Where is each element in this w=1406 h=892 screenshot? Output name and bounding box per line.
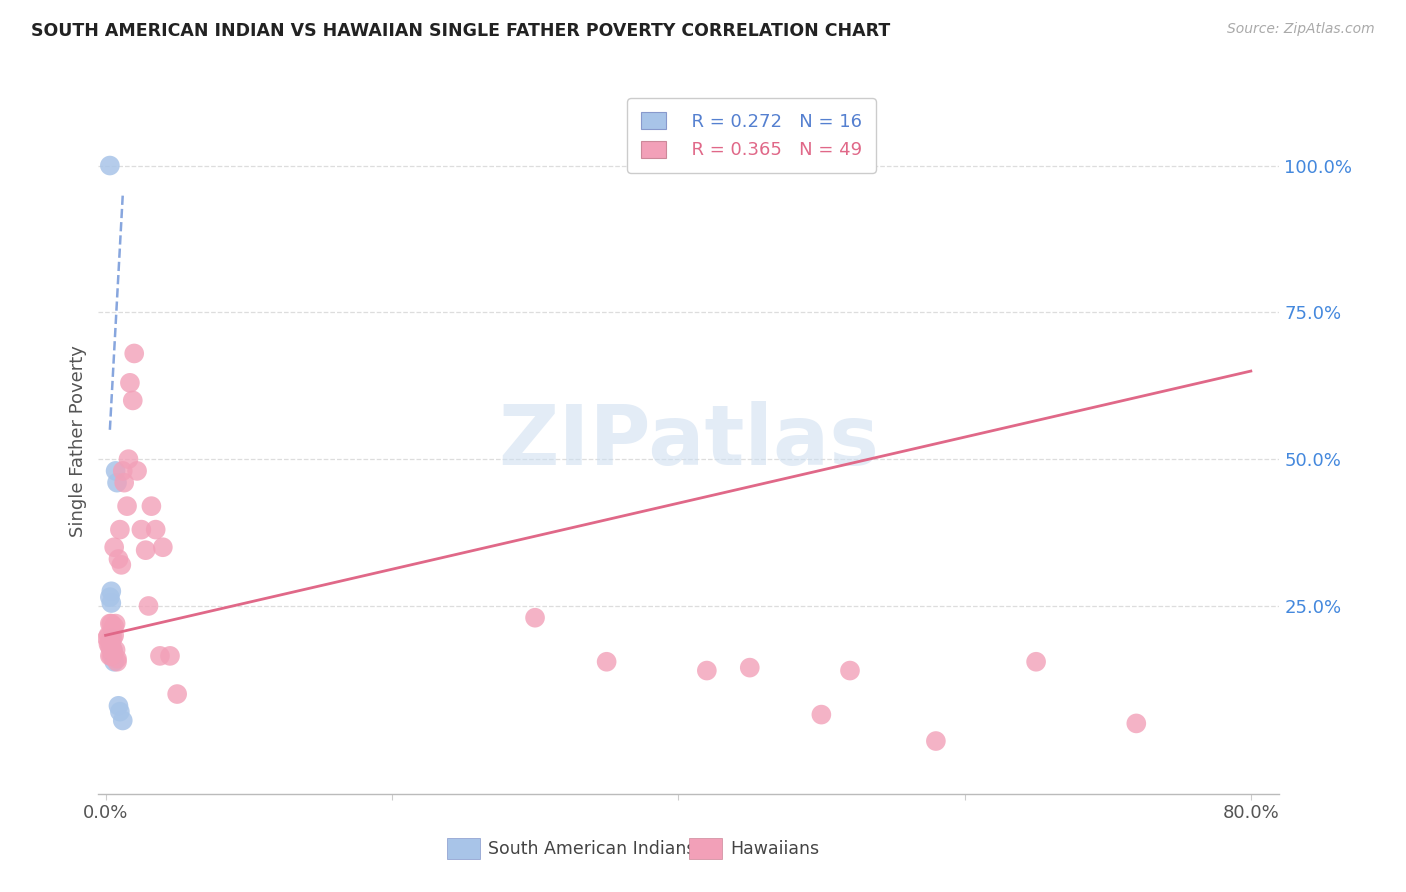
Point [141,499,163,513]
Point [145,523,167,537]
Point [100,616,122,631]
Point [101,643,124,657]
Point [595,655,617,669]
Point [839,664,862,678]
Point [103,655,125,669]
Point [118,376,141,390]
Point [111,714,134,728]
Point [98,648,121,663]
Point [159,648,181,663]
Point [105,475,128,490]
Point [122,346,145,360]
Point [100,632,122,646]
FancyBboxPatch shape [689,838,723,859]
Point [98,640,121,654]
Point [108,705,131,719]
Point [810,707,832,722]
Point [108,523,131,537]
Text: SOUTH AMERICAN INDIAN VS HAWAIIAN SINGLE FATHER POVERTY CORRELATION CHART: SOUTH AMERICAN INDIAN VS HAWAIIAN SINGLE… [31,22,890,40]
Point [98,590,121,604]
Point [100,637,122,651]
FancyBboxPatch shape [447,838,479,859]
Point [107,552,129,566]
Point [925,734,948,748]
Point [98,616,121,631]
Point [96,632,118,646]
Point [103,619,125,633]
Text: South American Indians: South American Indians [488,840,696,858]
Point [100,643,122,657]
Point [1125,716,1147,731]
Point [97,637,120,651]
Point [115,499,138,513]
Point [101,643,124,657]
Point [103,628,125,642]
Point [738,660,761,674]
Point [112,475,135,490]
Point [101,643,124,657]
Point [131,523,153,537]
Legend:   R = 0.272   N = 16,   R = 0.365   N = 49: R = 0.272 N = 16, R = 0.365 N = 49 [627,98,876,173]
Text: Source: ZipAtlas.com: Source: ZipAtlas.com [1227,22,1375,37]
Point [1025,655,1047,669]
Point [98,159,121,173]
Point [101,632,124,646]
Point [101,623,124,637]
Text: ZIPatlas: ZIPatlas [499,401,879,482]
Point [110,558,132,572]
Point [105,655,128,669]
Point [98,634,121,648]
Point [105,652,128,666]
Point [104,643,127,657]
Point [103,540,125,554]
Point [111,464,134,478]
Point [100,648,122,663]
Point [135,543,157,558]
Point [138,599,160,613]
Point [117,452,139,467]
Point [104,616,127,631]
Point [696,664,718,678]
Point [166,687,188,701]
Point [524,610,547,624]
Point [125,464,148,478]
Point [100,584,122,599]
Point [97,628,120,642]
Point [121,393,143,408]
Point [149,648,172,663]
Point [152,540,174,554]
Point [100,596,122,610]
Y-axis label: Single Father Poverty: Single Father Poverty [69,345,87,538]
Point [101,648,124,663]
Point [107,698,129,713]
Point [104,464,127,478]
Text: Hawaiians: Hawaiians [730,840,820,858]
Point [100,640,122,654]
